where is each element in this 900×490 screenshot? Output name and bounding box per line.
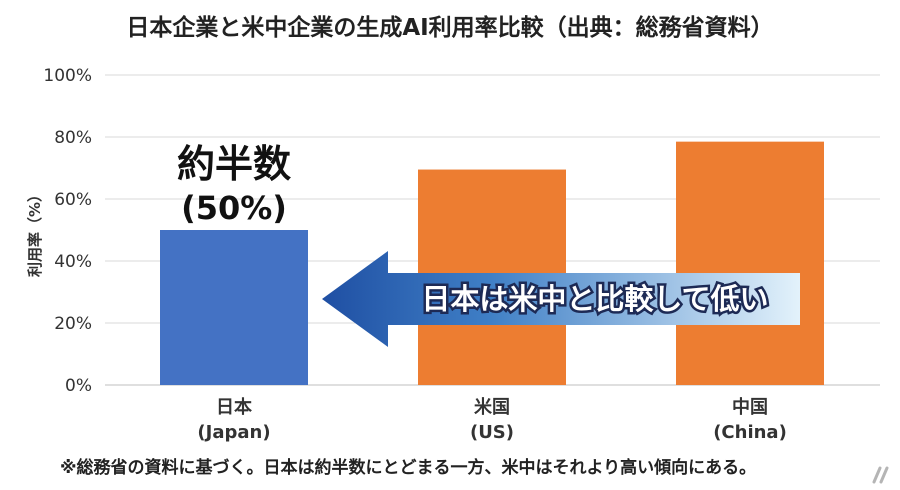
x-category-label: 米国 xyxy=(474,396,510,418)
y-tick-label: 100% xyxy=(43,66,92,86)
x-category-label: 中国 xyxy=(732,396,768,418)
bar-2 xyxy=(676,141,824,385)
chart-title: 日本企業と米中企業の生成AI利用率比較（出典：総務省資料） xyxy=(126,15,774,41)
x-category-sublabel: (US) xyxy=(470,422,514,443)
y-tick-label: 20% xyxy=(54,314,92,334)
footnote: ※総務省の資料に基づく。日本は約半数にとどまる一方、米中はそれより高い傾向にある… xyxy=(60,458,757,478)
x-category-sublabel: (China) xyxy=(713,422,787,443)
x-category-label: 日本 xyxy=(216,396,252,418)
y-tick-label: 80% xyxy=(54,128,92,148)
comparison-arrow: 日本は米中と比較して低い xyxy=(322,251,800,347)
y-tick-label: 60% xyxy=(54,190,92,210)
y-axis-label: 利用率（%） xyxy=(26,187,44,277)
japan-annotation-label: 約半数 xyxy=(177,142,291,186)
slash-logo-icon xyxy=(872,466,889,484)
left-arrow-icon xyxy=(322,251,800,347)
y-tick-label: 0% xyxy=(65,376,92,396)
y-tick-label: 40% xyxy=(54,252,92,272)
bar-0 xyxy=(160,230,308,385)
x-category-sublabel: (Japan) xyxy=(197,422,270,443)
arrow-text: 日本は米中と比較して低い xyxy=(421,282,768,316)
japan-annotation-value: (50%) xyxy=(181,189,287,227)
